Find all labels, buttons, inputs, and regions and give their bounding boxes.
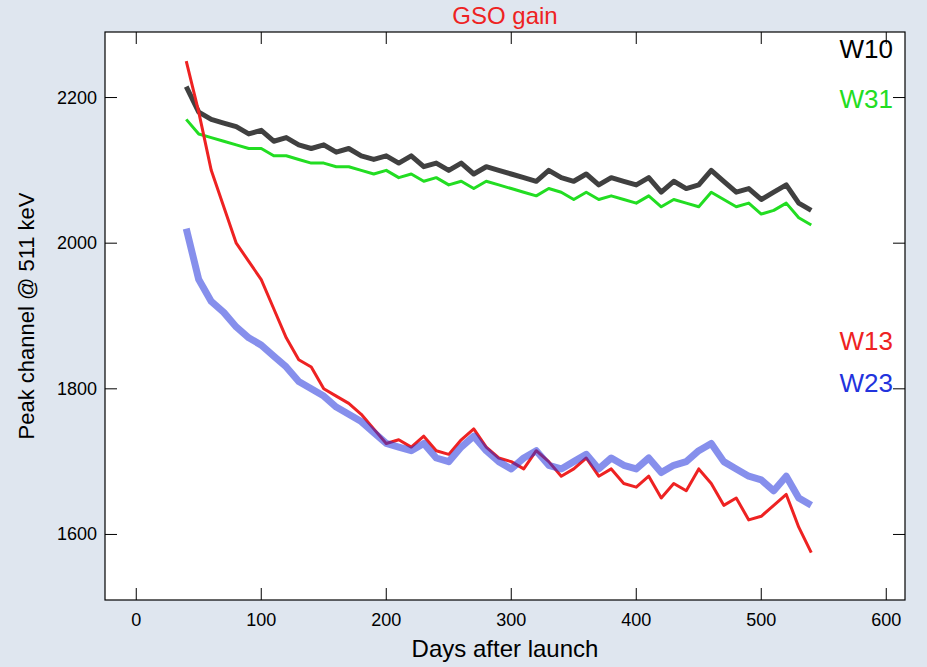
- x-tick: [636, 32, 637, 44]
- x-tick: [136, 588, 137, 600]
- series-group: [186, 61, 811, 553]
- x-tick-label: 400: [621, 610, 651, 630]
- y-tick: [893, 97, 905, 98]
- x-tick-label: 100: [246, 610, 276, 630]
- x-tick: [261, 588, 262, 600]
- y-tick-label: 1600: [57, 524, 97, 544]
- x-tick: [761, 32, 762, 44]
- x-tick: [386, 588, 387, 600]
- y-tick-label: 2200: [57, 88, 97, 108]
- y-tick: [105, 243, 117, 244]
- x-tick: [511, 588, 512, 600]
- x-tick: [511, 32, 512, 44]
- x-tick: [636, 588, 637, 600]
- x-tick: [886, 588, 887, 600]
- x-tick: [261, 32, 262, 44]
- x-tick: [136, 32, 137, 44]
- y-tick: [893, 243, 905, 244]
- x-tick: [386, 32, 387, 44]
- title: GSO gain: [452, 2, 557, 29]
- y-tick: [105, 97, 117, 98]
- y-tick-label: 2000: [57, 233, 97, 253]
- y-tick: [105, 534, 117, 535]
- x-tick-label: 0: [131, 610, 141, 630]
- y-tick: [893, 388, 905, 389]
- x-tick-label: 200: [371, 610, 401, 630]
- x-tick-label: 500: [746, 610, 776, 630]
- x-axis-title: Days after launch: [412, 635, 599, 662]
- y-tick: [893, 534, 905, 535]
- y-axis-title: Peak channel @ 511 keV: [14, 192, 39, 439]
- series-line: [186, 229, 811, 506]
- frame: [105, 32, 905, 600]
- series-line: [186, 87, 811, 211]
- x-tick: [761, 588, 762, 600]
- legend-label: W10: [840, 34, 893, 64]
- x-tick-label: 600: [871, 610, 901, 630]
- y-tick-label: 1800: [57, 379, 97, 399]
- legend-label: W13: [840, 326, 893, 356]
- series-line: [186, 119, 811, 225]
- legend-label: W23: [840, 368, 893, 398]
- x-tick-label: 300: [496, 610, 526, 630]
- chart: 0 100 200 300 400 500 600 1600 1800 2000 2200 GSO g…: [0, 0, 927, 667]
- plot-area: [105, 32, 905, 600]
- series-line: [186, 61, 811, 553]
- y-tick: [105, 388, 117, 389]
- legend-label: W31: [840, 84, 893, 114]
